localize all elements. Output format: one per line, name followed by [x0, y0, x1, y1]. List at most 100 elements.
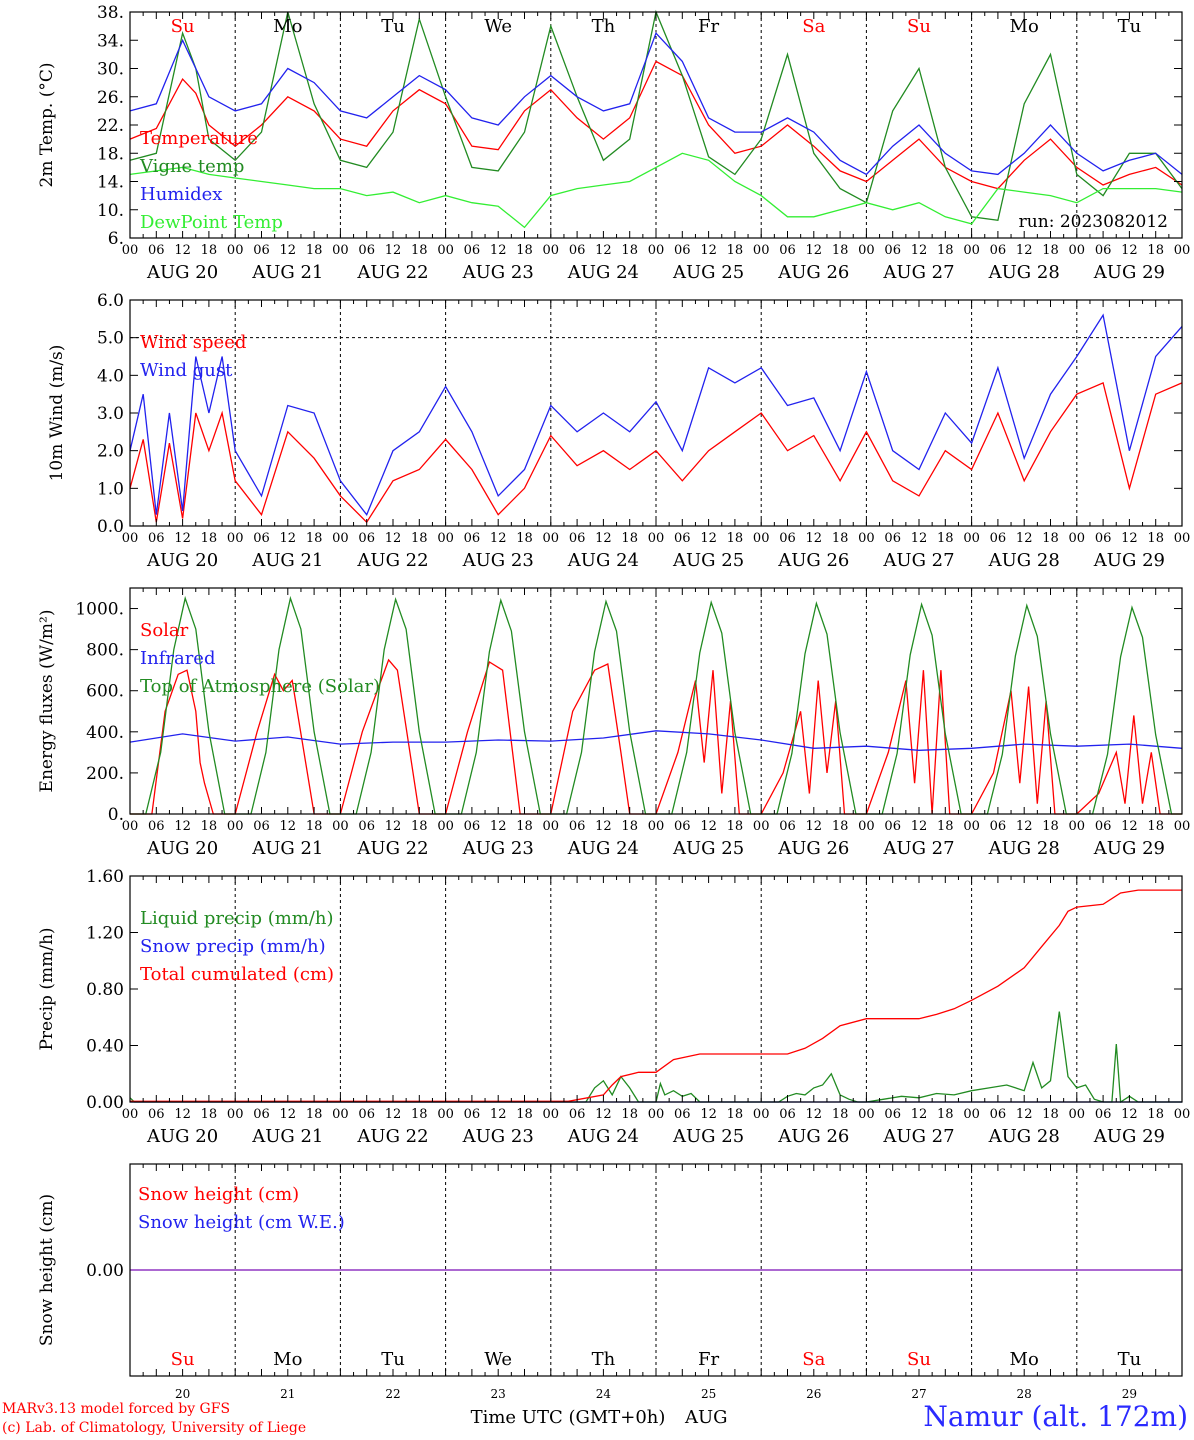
date-label: AUG 23	[462, 262, 534, 283]
hour-tick-label: 06	[674, 531, 691, 546]
hour-tick-label: 18	[1147, 243, 1164, 258]
legend-entry: Wind speed	[140, 332, 246, 353]
date-label: AUG 22	[356, 262, 428, 283]
series-line	[129, 382, 1183, 524]
date-label: AUG 27	[882, 838, 954, 859]
day-number-label: 28	[1017, 1387, 1032, 1401]
date-label: AUG 25	[672, 550, 744, 571]
hour-tick-label: 12	[1121, 819, 1138, 834]
hour-tick-label: 00	[1174, 531, 1191, 546]
hour-tick-label: 06	[253, 1107, 270, 1122]
legend-entry: Snow precip (mm/h)	[140, 936, 326, 957]
date-label: AUG 28	[988, 838, 1060, 859]
day-number-label: 26	[806, 1387, 821, 1401]
hour-tick-label: 18	[832, 1107, 849, 1122]
hour-tick-label: 06	[1095, 243, 1112, 258]
hour-tick-label: 12	[385, 819, 402, 834]
date-label: AUG 27	[882, 550, 954, 571]
hour-tick-label: 18	[411, 1107, 428, 1122]
hour-tick-label: 12	[174, 1107, 191, 1122]
hour-tick-label: 00	[753, 1107, 770, 1122]
hour-tick-label: 12	[280, 819, 297, 834]
y-tick-label: 400.	[86, 723, 124, 743]
hour-tick-label: 18	[1042, 531, 1059, 546]
hour-tick-label: 06	[1095, 1107, 1112, 1122]
hour-tick-label: 06	[884, 1107, 901, 1122]
hour-tick-label: 18	[1147, 531, 1164, 546]
hour-tick-label: 12	[700, 819, 717, 834]
weekday-label: Fr	[698, 16, 719, 37]
hour-tick-label: 06	[358, 243, 375, 258]
hour-tick-label: 00	[963, 1107, 980, 1122]
hour-tick-label: 18	[1147, 819, 1164, 834]
hour-tick-label: 12	[595, 1107, 612, 1122]
hour-tick-label: 00	[1069, 243, 1086, 258]
date-label: AUG 27	[882, 1126, 954, 1147]
hour-tick-label: 18	[832, 531, 849, 546]
run-label: run: 2023082012	[1019, 212, 1168, 232]
date-label: AUG 29	[1093, 550, 1165, 571]
hour-tick-label: 06	[990, 531, 1007, 546]
month-label: AUG	[684, 1407, 728, 1428]
legend-entry: Vigne temp	[139, 156, 244, 177]
hour-tick-label: 12	[595, 531, 612, 546]
hour-tick-label: 00	[332, 1107, 349, 1122]
hour-tick-label: 18	[516, 243, 533, 258]
hour-tick-label: 00	[648, 819, 665, 834]
hour-tick-label: 12	[806, 819, 823, 834]
hour-tick-label: 18	[411, 243, 428, 258]
hour-tick-label: 00	[437, 531, 454, 546]
hour-tick-label: 06	[990, 819, 1007, 834]
hour-tick-label: 18	[937, 1107, 954, 1122]
y-axis-label: Precip (mm/h)	[37, 927, 57, 1050]
series-line	[130, 889, 1182, 1102]
date-label: AUG 28	[988, 550, 1060, 571]
date-label: AUG 20	[146, 262, 218, 283]
y-tick-label: 6.0	[97, 291, 124, 311]
hour-tick-label: 06	[1095, 819, 1112, 834]
hour-tick-label: 06	[569, 819, 586, 834]
weekday-label: Tu	[381, 1349, 405, 1370]
weekday-label: Su	[907, 1349, 931, 1370]
y-tick-label: 0.00	[86, 1093, 124, 1113]
hour-tick-label: 00	[753, 531, 770, 546]
day-number-label: 21	[280, 1387, 295, 1401]
legend-entry: Snow height (cm W.E.)	[138, 1212, 345, 1233]
hour-tick-label: 00	[122, 243, 139, 258]
hour-tick-label: 00	[648, 531, 665, 546]
hour-tick-label: 12	[911, 243, 928, 258]
hour-tick-label: 18	[306, 243, 323, 258]
hour-tick-label: 18	[516, 819, 533, 834]
model-credit: MARv3.13 model forced by GFS	[2, 1401, 231, 1417]
hour-tick-label: 06	[148, 819, 165, 834]
date-label: AUG 20	[146, 1126, 218, 1147]
day-number-label: 29	[1122, 1387, 1137, 1401]
hour-tick-label: 00	[648, 243, 665, 258]
hour-tick-label: 12	[280, 1107, 297, 1122]
date-label: AUG 22	[356, 550, 428, 571]
hour-tick-label: 12	[911, 819, 928, 834]
hour-tick-label: 12	[174, 819, 191, 834]
hour-tick-label: 12	[1016, 819, 1033, 834]
legend-entry: DewPoint Temp	[140, 212, 283, 233]
hour-tick-label: 06	[464, 1107, 481, 1122]
hour-tick-label: 00	[332, 531, 349, 546]
hour-tick-label: 12	[490, 819, 507, 834]
date-label: AUG 23	[462, 838, 534, 859]
hour-tick-label: 00	[543, 819, 560, 834]
legend-entry: Total cumulated (cm)	[140, 964, 334, 985]
hour-tick-label: 00	[543, 243, 560, 258]
weekday-label: Tu	[381, 16, 405, 37]
weekday-label: Sa	[802, 1349, 825, 1370]
date-label: AUG 24	[567, 262, 639, 283]
weekday-label: We	[484, 1349, 512, 1370]
hour-tick-label: 18	[832, 819, 849, 834]
date-label: AUG 21	[251, 262, 323, 283]
hour-tick-label: 06	[358, 531, 375, 546]
hour-tick-label: 18	[727, 243, 744, 258]
y-tick-label: 18.	[97, 144, 124, 164]
hour-tick-label: 06	[464, 243, 481, 258]
hour-tick-label: 18	[201, 1107, 218, 1122]
hour-tick-label: 12	[806, 243, 823, 258]
